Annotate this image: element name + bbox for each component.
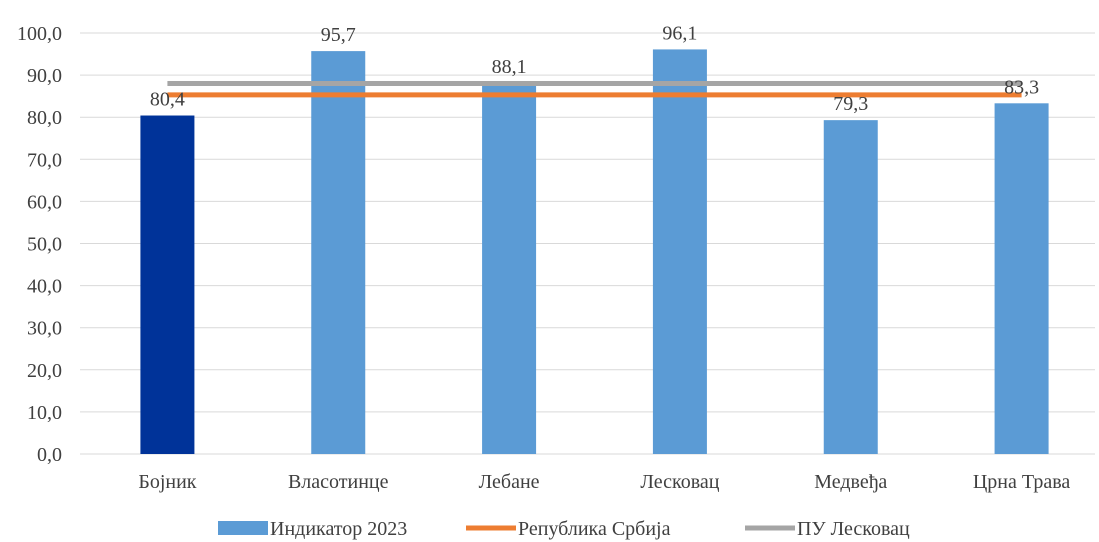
category-label: Црна Трава	[973, 471, 1071, 493]
y-tick-label: 70,0	[27, 149, 62, 171]
bar	[311, 51, 366, 455]
y-tick-label: 30,0	[27, 318, 62, 340]
bar	[140, 115, 195, 455]
gridlines	[80, 32, 1095, 455]
y-tick-label: 60,0	[27, 191, 62, 213]
y-tick-label: 50,0	[27, 234, 62, 256]
x-axis-category-labels: Бојник Власотинце Лебане Лесковац Медвеђа Црн…	[138, 471, 1070, 493]
bar	[994, 103, 1049, 454]
category-label: Лебане	[479, 471, 540, 493]
data-labels: 80,4 95,7 88,1 96,1 79,3 83,3	[150, 22, 1039, 115]
y-tick-label: 90,0	[27, 65, 62, 87]
legend-label: Република Србија	[518, 518, 671, 540]
bar-value-label: 88,1	[492, 56, 527, 78]
y-tick-label: 20,0	[27, 360, 62, 382]
y-tick-label: 100,0	[17, 23, 62, 45]
legend: Индикатор 2023 Република Србија ПУ Лескова…	[218, 518, 910, 540]
bars	[140, 49, 1049, 455]
bar	[823, 120, 878, 454]
category-label: Лесковац	[640, 471, 719, 493]
bar-value-label: 79,3	[833, 93, 868, 115]
y-axis-tick-labels: 0,0 10,0 20,0 30,0 40,0 50,0 60,0 70,0 80,0 90,0 1…	[17, 23, 62, 466]
bar-value-label: 95,7	[321, 24, 356, 46]
y-tick-label: 40,0	[27, 276, 62, 298]
legend-label: ПУ Лесковац	[797, 518, 910, 540]
bar-value-label: 83,3	[1004, 76, 1039, 98]
bar	[652, 49, 707, 454]
y-tick-label: 0,0	[37, 444, 62, 466]
bar-value-label: 96,1	[662, 22, 697, 44]
category-label: Власотинце	[288, 471, 389, 493]
legend-label: Индикатор 2023	[270, 518, 407, 540]
bar-value-label: 80,4	[150, 89, 185, 111]
reference-lines	[167, 81, 1022, 98]
category-label: Бојник	[138, 471, 196, 493]
y-tick-label: 10,0	[27, 402, 62, 424]
category-label: Медвеђа	[814, 471, 887, 493]
y-tick-label: 80,0	[27, 107, 62, 129]
bar	[482, 83, 537, 454]
legend-swatch	[218, 521, 268, 535]
